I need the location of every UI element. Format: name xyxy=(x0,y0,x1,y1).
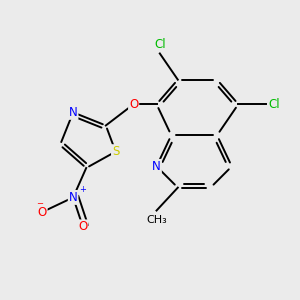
Text: Cl: Cl xyxy=(154,38,166,51)
Text: S: S xyxy=(112,145,119,158)
Text: Cl: Cl xyxy=(268,98,280,111)
Text: N: N xyxy=(152,160,161,173)
Text: +: + xyxy=(79,184,86,194)
Text: O: O xyxy=(38,206,47,219)
Text: O: O xyxy=(78,220,88,233)
Text: −: − xyxy=(36,199,43,208)
Text: CH₃: CH₃ xyxy=(146,215,167,225)
Text: N: N xyxy=(69,191,77,204)
Text: N: N xyxy=(69,106,77,119)
Text: O: O xyxy=(129,98,138,111)
